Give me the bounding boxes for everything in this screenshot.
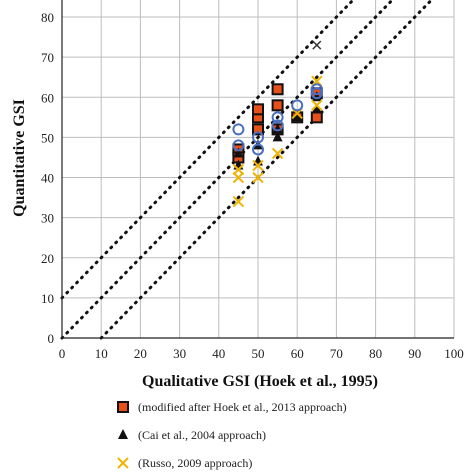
data-point-cross — [252, 171, 264, 184]
legend-label: (Cai et al., 2004 approach) — [138, 428, 266, 442]
data-point-circle — [232, 139, 245, 152]
legend-label: (modified after Hoek et al., 2013 approa… — [138, 400, 347, 414]
x-tick-label: 70 — [330, 346, 343, 361]
x-tick-label: 90 — [408, 346, 421, 361]
x-tick-label: 0 — [59, 346, 66, 361]
data-point-triangle — [292, 111, 303, 122]
x-tick-label: 60 — [291, 346, 304, 361]
reference-line — [60, 0, 356, 300]
data-point-triangle — [253, 155, 263, 166]
data-point-circle — [271, 111, 284, 124]
data-point-xcross — [312, 40, 322, 50]
x-tick-label: 20 — [134, 346, 147, 361]
y-tick-labels: 0 10 20 30 40 50 60 70 80 — [41, 10, 54, 346]
y-tick-label: 70 — [41, 50, 54, 65]
data-point-square — [271, 99, 284, 112]
y-tick-label: 80 — [41, 10, 54, 25]
x-tick-label: 10 — [95, 346, 108, 361]
y-tick-label: 0 — [48, 331, 55, 346]
data-point-circle — [291, 99, 304, 112]
data-point-circle — [232, 123, 245, 136]
grid — [61, 0, 455, 339]
data-point-triangle — [311, 103, 322, 114]
axes — [61, 0, 454, 339]
data-point-triangle — [311, 91, 322, 102]
data-point-cross — [232, 163, 245, 176]
data-point-cross — [252, 159, 264, 172]
data-points — [232, 40, 323, 208]
data-point-square — [252, 123, 264, 136]
data-point-cross — [311, 99, 323, 112]
y-tick-label: 30 — [41, 211, 54, 226]
data-point-triangle — [233, 147, 244, 158]
y-tick-label: 40 — [41, 171, 54, 186]
data-point-triangle — [272, 131, 283, 142]
data-point-triangle — [272, 123, 283, 134]
legend-marker-triangle — [118, 429, 128, 439]
data-point-circle — [271, 119, 284, 132]
y-axis-title: Quantitative GSI — [11, 99, 28, 217]
data-point-circle — [310, 83, 323, 96]
y-tick-label: 60 — [41, 90, 54, 105]
data-point-circle — [252, 143, 264, 156]
x-tick-label: 80 — [369, 346, 382, 361]
legend-marker-cross — [117, 457, 129, 469]
legend: (modified after Hoek et al., 2013 approa… — [117, 400, 347, 470]
data-point-square — [252, 103, 264, 116]
x-tick-label: 30 — [173, 346, 186, 361]
y-tick-label: 50 — [41, 130, 54, 145]
x-axis-title: Qualitative GSI (Hoek et al., 1995) — [142, 373, 378, 390]
legend-label: (Russo, 2009 approach) — [138, 456, 252, 470]
data-point-circle — [252, 131, 264, 144]
reference-line — [60, 0, 395, 340]
reference-line — [99, 0, 434, 340]
y-tick-label: 20 — [41, 251, 54, 266]
data-point-square — [271, 83, 284, 96]
data-point-cross — [232, 195, 245, 208]
legend-marker-square — [117, 401, 129, 413]
data-point-cross — [271, 147, 284, 160]
x-tick-label: 50 — [252, 346, 265, 361]
data-point-square — [310, 111, 323, 124]
data-point-circle — [310, 87, 323, 100]
x-tick-labels: 0 10 20 30 40 50 60 70 80 90 100 — [59, 346, 464, 361]
x-tick-label: 40 — [212, 346, 225, 361]
x-tick-label: 100 — [444, 346, 464, 361]
y-tick-label: 10 — [41, 291, 54, 306]
reference-lines — [60, 0, 434, 340]
